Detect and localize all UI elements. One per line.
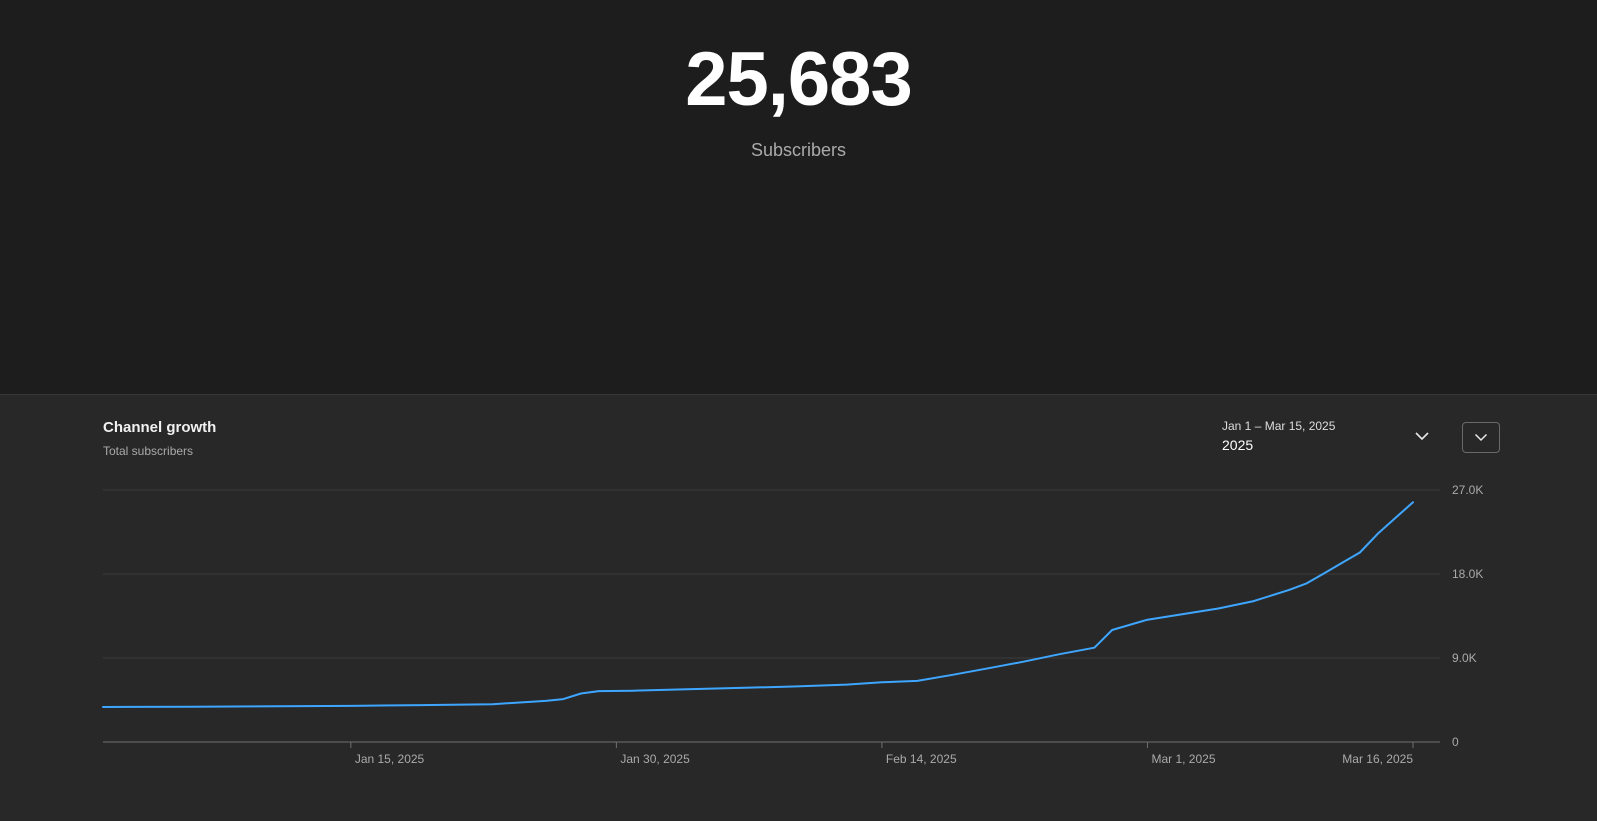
selected-period-text: 2025 bbox=[1222, 437, 1254, 453]
hero-metric-section: 25,683 Subscribers bbox=[0, 0, 1597, 395]
date-range-dropdown[interactable]: Jan 1 – Mar 15, 2025 2025 bbox=[1212, 412, 1430, 460]
date-range-text: Jan 1 – Mar 15, 2025 bbox=[1222, 419, 1336, 433]
total-subscribers-line-series bbox=[102, 501, 1414, 708]
y-axis-label: 18.0K bbox=[1452, 567, 1484, 581]
subscriber-count-label: Subscribers bbox=[750, 140, 847, 160]
chevron-down-icon bbox=[1474, 433, 1488, 442]
subscriber-count: 25,683 bbox=[685, 37, 912, 122]
collapse-card-button[interactable] bbox=[1462, 422, 1500, 453]
y-axis-label: 27.0K bbox=[1452, 483, 1484, 497]
x-axis-label: Mar 1, 2025 bbox=[1151, 752, 1216, 766]
x-axis-label: Mar 16, 2025 bbox=[1342, 752, 1413, 766]
date-range-texts: Jan 1 – Mar 15, 2025 2025 bbox=[1212, 419, 1335, 453]
card-title: Channel growth bbox=[103, 419, 217, 436]
x-axis-label: Feb 14, 2025 bbox=[885, 752, 957, 766]
x-axis-label: Jan 30, 2025 bbox=[620, 752, 690, 766]
x-axis-label: Jan 15, 2025 bbox=[354, 752, 425, 766]
y-axis-label: 9.0K bbox=[1452, 651, 1477, 665]
chevron-down-icon bbox=[1414, 431, 1430, 441]
card-subtitle: Total subscribers bbox=[103, 444, 194, 458]
y-axis-label: 0 bbox=[1452, 735, 1459, 749]
